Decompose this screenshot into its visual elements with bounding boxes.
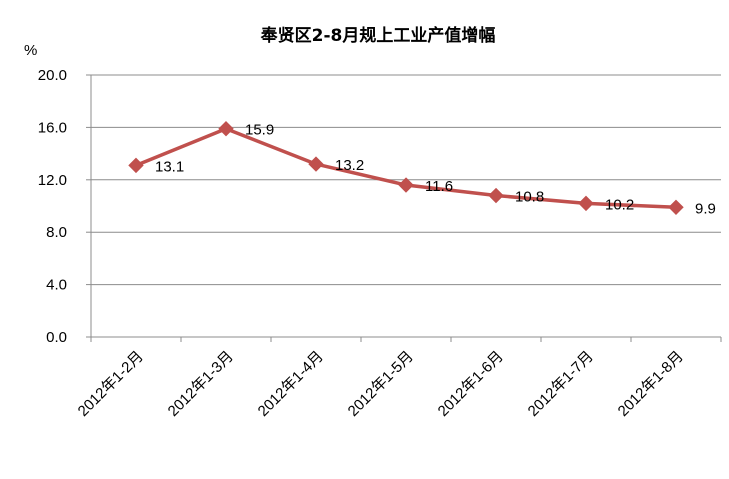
data-point-marker [218, 121, 234, 137]
x-tick-label: 2012年1-6月 [435, 348, 507, 420]
series-line [135, 126, 677, 210]
x-tick-label: 2012年1-3月 [165, 348, 237, 420]
data-point-marker [308, 156, 324, 172]
y-axis-ticks: 0.0 4.0 8.0 12.0 16.0 20.0 [38, 67, 91, 346]
series-markers [128, 121, 684, 216]
data-label: 10.8 [515, 189, 544, 206]
x-tick-label: 2012年1-7月 [525, 348, 597, 420]
data-point-marker [668, 199, 684, 216]
data-label: 15.9 [245, 122, 274, 139]
data-point-marker [488, 187, 504, 204]
series-line-path [135, 126, 677, 210]
y-tick-label: 0.0 [46, 329, 67, 346]
x-axis-ticks: 2012年1-2月 2012年1-3月 2012年1-4月 2012年1-5月 2012… [75, 337, 722, 420]
y-tick-label: 4.0 [46, 277, 67, 294]
data-point-marker [398, 177, 414, 193]
x-tick-label: 2012年1-8月 [615, 348, 687, 420]
x-tick-label: 2012年1-5月 [345, 348, 417, 420]
y-tick-label: 8.0 [46, 224, 67, 241]
data-point-marker [128, 157, 144, 174]
x-tick-label: 2012年1-4月 [255, 348, 327, 420]
data-label: 11.6 [425, 178, 453, 195]
data-label: 13.1 [155, 158, 184, 175]
data-label: 13.2 [335, 157, 364, 174]
y-tick-label: 12.0 [38, 172, 67, 189]
y-tick-label: 20.0 [38, 67, 67, 84]
y-tick-label: 16.0 [38, 119, 67, 136]
axes [90, 75, 721, 338]
data-label: 9.9 [695, 200, 716, 217]
data-label: 10.2 [605, 196, 634, 213]
data-point-marker [578, 195, 594, 212]
chart-title: 奉贤区2-8月规上工业产值增幅 [260, 25, 496, 46]
x-tick-label: 2012年1-2月 [75, 348, 147, 420]
y-axis-unit: % [24, 42, 37, 59]
data-labels: 13.1 15.9 13.2 11.6 10.8 10.2 9.9 [155, 122, 716, 218]
